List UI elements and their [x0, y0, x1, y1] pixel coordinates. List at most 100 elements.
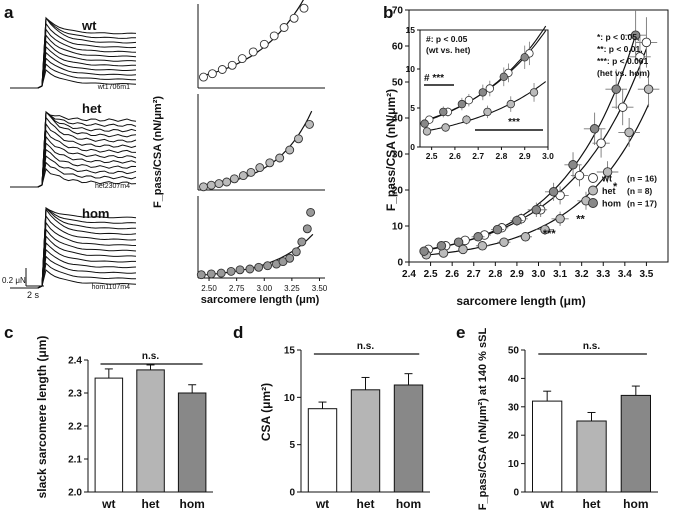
- force-trace: [10, 110, 137, 188]
- trace-id-hom: hom1107m4: [92, 284, 131, 291]
- force-trace: [10, 69, 137, 89]
- force-trace: [10, 206, 137, 289]
- b-inset-point-hom: [439, 107, 448, 117]
- b-star-1: *: [613, 181, 618, 193]
- force-trace: [10, 28, 137, 89]
- d-ytick-label: 15: [284, 346, 296, 357]
- force-trace: [10, 269, 137, 289]
- b-data-point-hom: [568, 160, 578, 170]
- b-data-point-hom: [419, 246, 429, 256]
- b-significance-legend-line: (het vs. hom): [597, 68, 650, 78]
- force-trace: [10, 241, 136, 289]
- a-data-point: [229, 174, 239, 184]
- b-data-point-het: [477, 241, 488, 251]
- force-trace: [10, 214, 137, 289]
- b-inset-ytick-label: 5: [410, 103, 415, 113]
- trace-label-het: het: [82, 101, 102, 116]
- c-bar-hom: [177, 392, 207, 493]
- a-xlabel: sarcomere length (μm): [201, 294, 320, 306]
- a-data-point: [265, 158, 275, 168]
- force-trace: [10, 207, 137, 289]
- a-data-point: [217, 65, 227, 74]
- a-data-point: [238, 171, 248, 181]
- b-inset-xtick-label: 2.7: [472, 151, 484, 161]
- a-fit-curve: [201, 0, 304, 77]
- b-data-point-hom: [512, 215, 522, 226]
- panel-letter-c: c: [4, 323, 13, 342]
- b-data-point-het: [624, 127, 634, 138]
- force-trace: [10, 142, 137, 188]
- b-legend-label: hom: [602, 199, 621, 209]
- a-data-point: [306, 207, 316, 217]
- b-data-point-wt: [574, 170, 585, 181]
- a-data-point: [299, 3, 309, 13]
- b-ytick-label: 10: [392, 222, 404, 233]
- force-trace: [10, 135, 137, 188]
- b-data-point-het: [458, 244, 468, 255]
- c-ytick-label: 2.2: [68, 422, 82, 433]
- d-bar-wt: [307, 408, 338, 493]
- force-trace: [10, 161, 137, 188]
- d-category-label: hom: [396, 497, 421, 511]
- a-xtick-label: 2.75: [229, 284, 245, 293]
- a-xtick-label: 3.00: [256, 284, 272, 293]
- force-traces: [10, 16, 137, 289]
- a-xtick-label: 2.50: [201, 284, 217, 293]
- b-inset-xtick-label: 3.0: [542, 151, 554, 161]
- b-data-point-het: [643, 84, 654, 94]
- force-trace: [10, 111, 137, 188]
- force-trace: [10, 39, 137, 89]
- e-ytick-label: 0: [513, 488, 519, 499]
- a-data-point: [285, 253, 295, 263]
- panel-letter-e: e: [456, 323, 465, 342]
- b-xtick-label: 3.2: [575, 269, 589, 280]
- panel-letter-b: b: [383, 3, 393, 22]
- d-ns-label: n.s.: [357, 341, 374, 352]
- force-trace: [10, 155, 137, 188]
- force-trace: [10, 16, 137, 89]
- b-inset-xtick-label: 2.9: [519, 151, 531, 161]
- b-inset-point-hom: [520, 53, 529, 62]
- force-trace: [10, 122, 137, 188]
- a-data-point: [297, 237, 307, 247]
- a-data-point: [216, 268, 226, 278]
- e-ytick-label: 40: [508, 374, 520, 385]
- b-xtick-label: 2.5: [424, 269, 438, 280]
- force-trace: [10, 228, 137, 289]
- b-xtick-label: 2.9: [510, 269, 524, 280]
- d-ytick-label: 5: [289, 440, 295, 451]
- e-ylabel: F_pass/CSA (nN/μm²) at 140 % sSL: [477, 328, 489, 511]
- trace-id-het: het2307m4: [95, 183, 130, 190]
- b-inset-point-het: [506, 99, 515, 109]
- b-data-point-hom: [473, 232, 483, 242]
- force-trace: [10, 235, 137, 289]
- trace-label-hom: hom: [82, 206, 109, 221]
- force-trace: [10, 207, 137, 289]
- a-data-point: [294, 134, 303, 144]
- a-xtick-label: 3.25: [284, 284, 300, 293]
- a-data-point: [291, 247, 301, 257]
- b-inset-annotation-line: #: p < 0.05: [426, 34, 468, 44]
- b-legend-marker: [588, 185, 598, 196]
- b-inset-xtick-label: 2.6: [449, 151, 461, 161]
- force-trace: [10, 110, 137, 188]
- e-bar-hom: [620, 394, 652, 493]
- b-legend-marker: [588, 173, 598, 183]
- b-data-point-het: [555, 214, 565, 224]
- b-data-point-het: [499, 237, 509, 247]
- b-inset-point-het: [483, 107, 492, 117]
- b-data-point-hom: [492, 224, 503, 235]
- d-category-label: het: [357, 497, 375, 511]
- b-xlabel: sarcomere length (μm): [456, 294, 585, 308]
- a-data-point: [279, 23, 289, 32]
- b-legend-n: (n = 17): [627, 199, 657, 209]
- b-legend-label: het: [602, 186, 616, 196]
- b-data-point-hom: [548, 187, 559, 197]
- b-inset-point-hom: [420, 119, 429, 128]
- b-data-point-hom: [589, 124, 600, 134]
- panel-letter-d: d: [233, 323, 243, 342]
- force-trace: [10, 255, 137, 289]
- b-inset-point-het: [462, 115, 471, 124]
- a-data-point: [237, 54, 247, 64]
